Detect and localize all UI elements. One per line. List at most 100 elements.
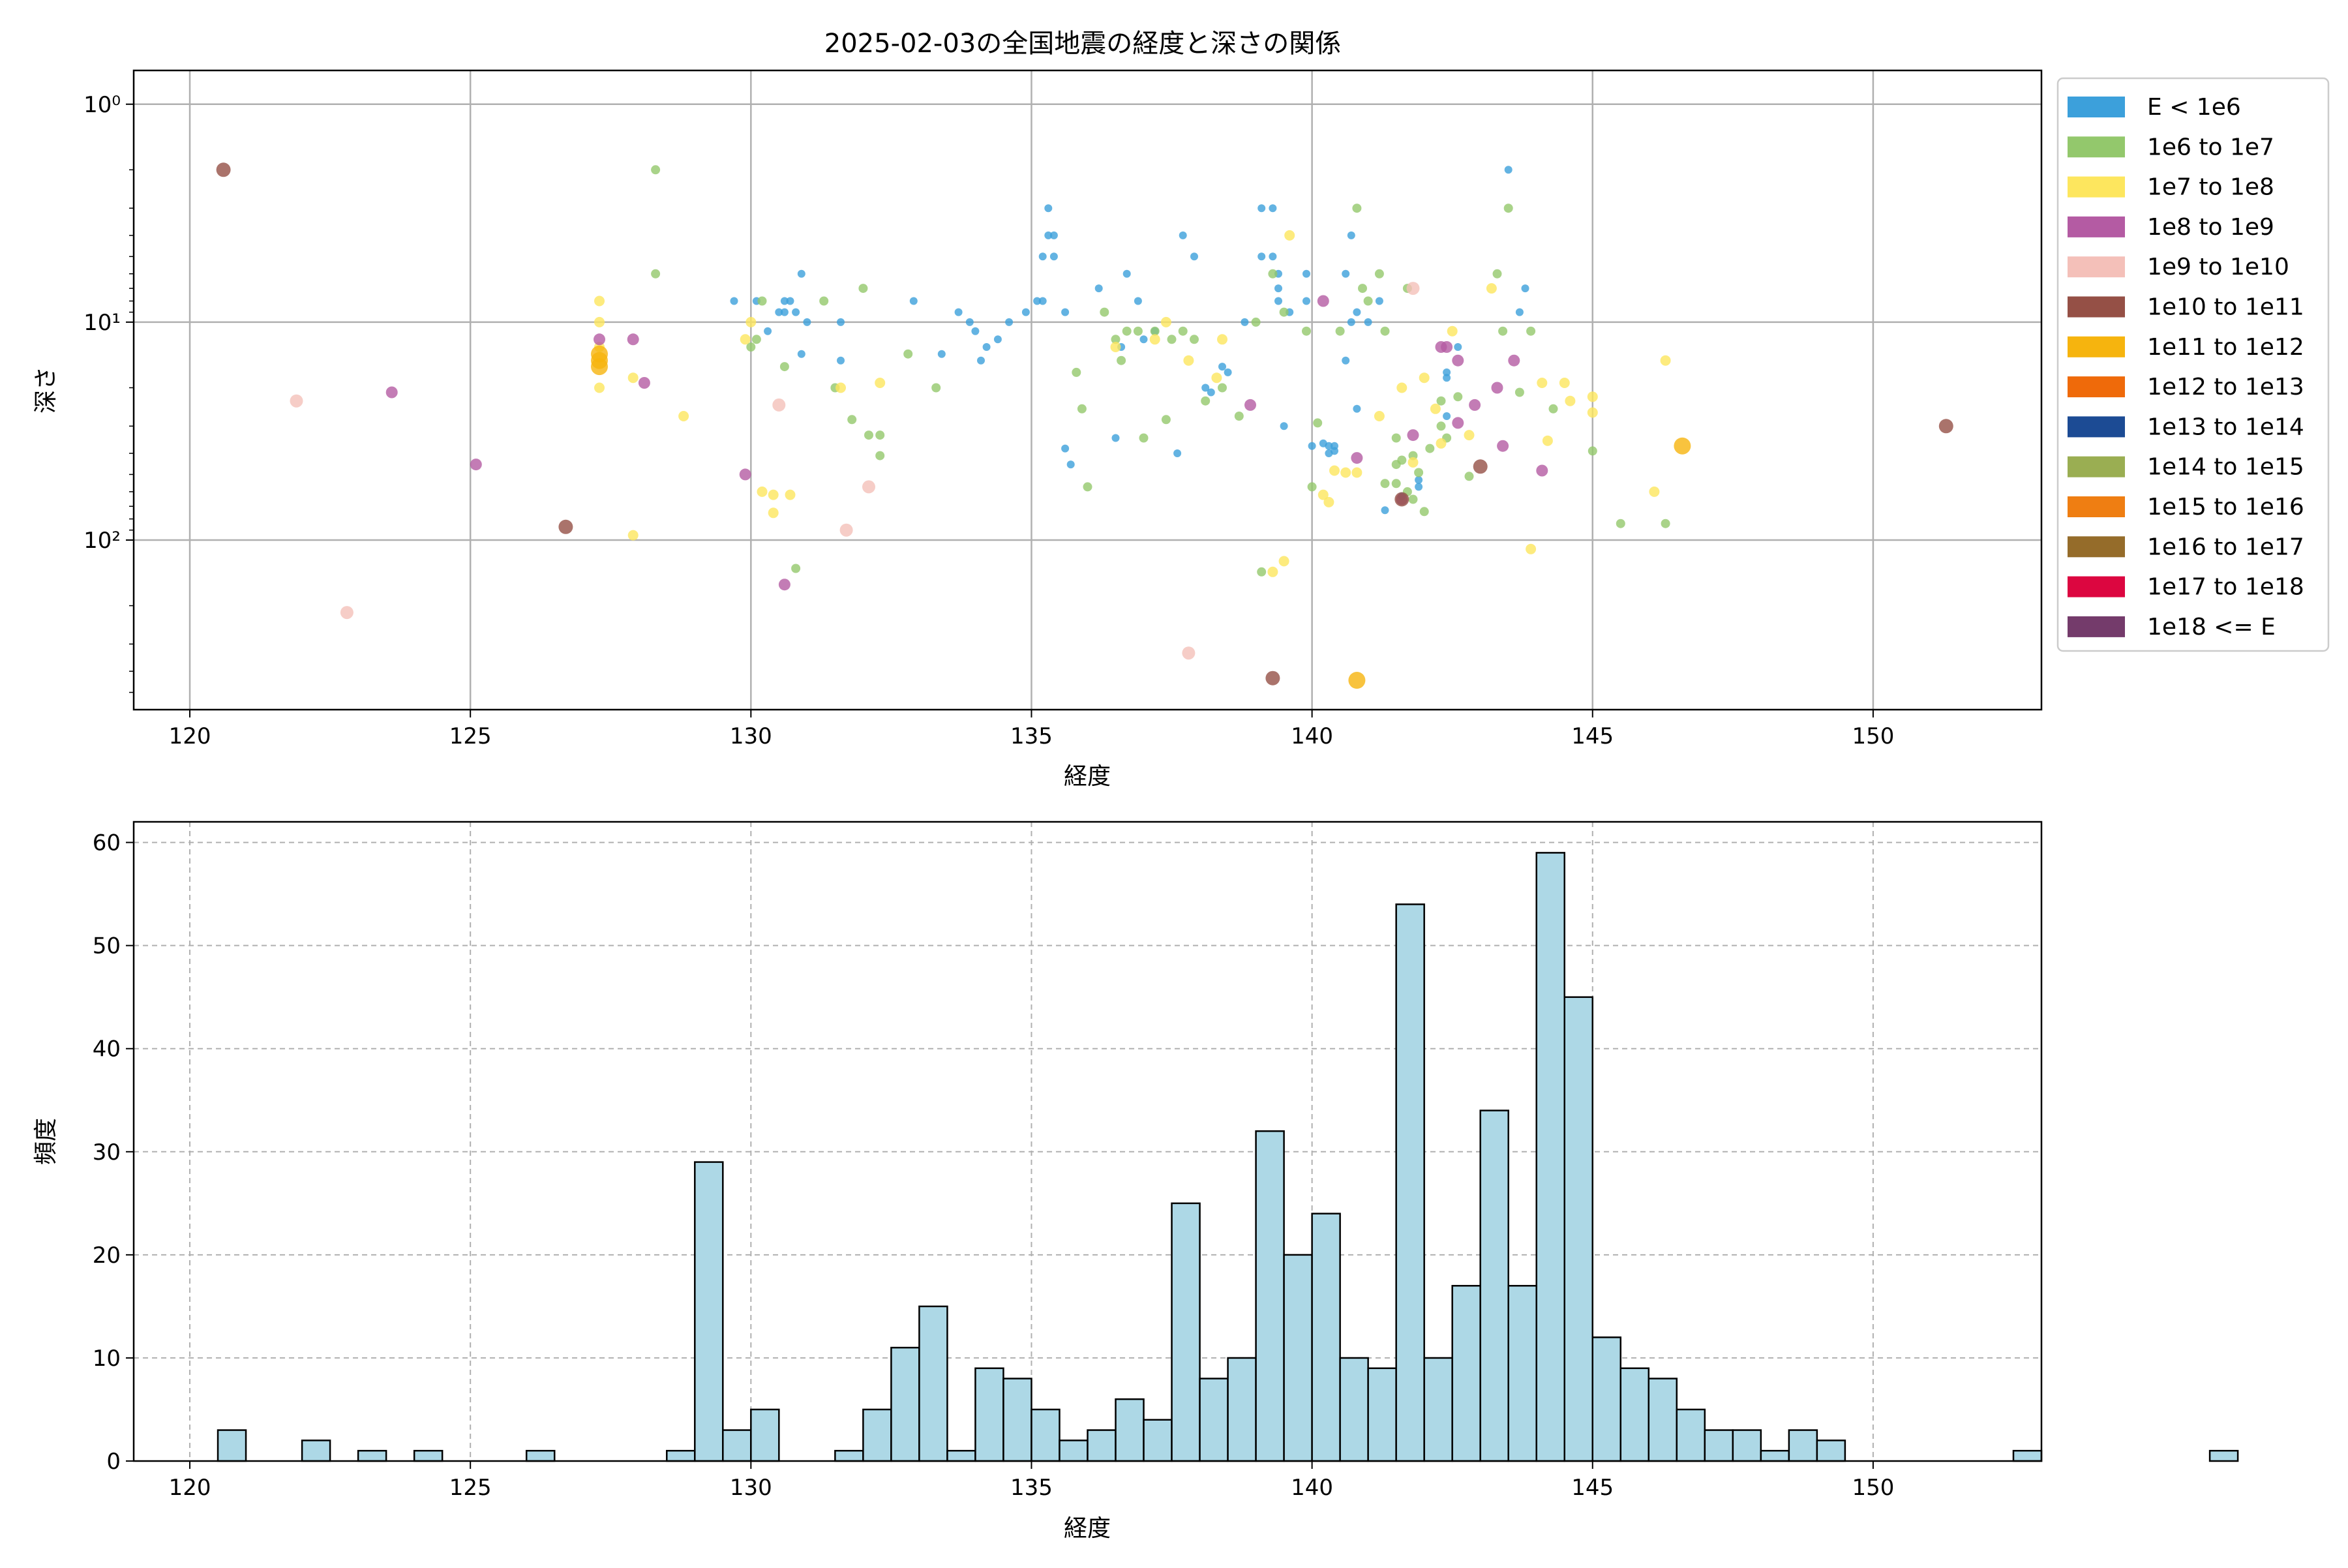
scatter-point: [1548, 404, 1558, 414]
scatter-point: [1348, 672, 1366, 689]
scatter-point: [1100, 307, 1109, 317]
scatter-point: [1190, 252, 1198, 261]
scatter-point: [1565, 395, 1576, 406]
scatter-point: [1178, 326, 1188, 336]
scatter-point: [1938, 419, 1953, 434]
scatter-point: [1005, 318, 1014, 326]
scatter-point: [1441, 341, 1453, 353]
scatter-point: [1430, 403, 1441, 414]
scatter-point: [627, 333, 639, 346]
histogram-panel: 120 125 130 135 140 145 150 0 10 20 30 40 50 60 経度 頻度: [33, 821, 2239, 1542]
scatter-point: [1278, 556, 1289, 567]
histogram-bar: [1591, 1336, 1622, 1462]
scatter-x-tick-label: 135: [1010, 723, 1053, 749]
scatter-point: [909, 297, 918, 305]
scatter-point: [1110, 342, 1121, 352]
scatter-point: [1660, 355, 1671, 366]
scatter-point: [1380, 479, 1390, 489]
scatter-point: [1111, 335, 1121, 344]
scatter-point: [1325, 449, 1333, 457]
scatter-point: [785, 489, 796, 500]
scatter-panel: 120 125 130 135 140 145 150 10⁰ 10¹ 10² 経度 深さ: [33, 69, 2043, 790]
scatter-point: [1419, 372, 1430, 384]
scatter-point: [1425, 444, 1435, 453]
histogram-bar: [1563, 996, 1594, 1462]
scatter-point: [1443, 368, 1451, 376]
scatter-point: [1077, 404, 1087, 414]
scatter-point: [1515, 308, 1524, 316]
scatter-point: [1150, 326, 1160, 336]
scatter-point: [931, 383, 941, 393]
scatter-point: [1391, 479, 1401, 489]
scatter-point: [1094, 284, 1103, 293]
scatter-point: [954, 308, 963, 316]
scatter-point: [778, 579, 790, 591]
scatter-point: [858, 284, 868, 294]
scatter-point: [1419, 507, 1429, 517]
histogram-bar: [1479, 1109, 1509, 1462]
scatter-point: [216, 162, 231, 177]
scatter-point: [1649, 486, 1660, 497]
histogram-y-tick-label: 20: [93, 1243, 121, 1269]
histogram-bar: [694, 1161, 724, 1462]
scatter-point: [1033, 297, 1042, 305]
legend-label: 1e15 to 1e16: [2147, 494, 2304, 520]
legend-swatch: [2068, 536, 2125, 558]
scatter-point: [1408, 494, 1418, 504]
scatter-point: [1021, 308, 1030, 316]
scatter-point: [1201, 384, 1210, 392]
scatter-point: [772, 398, 786, 412]
histogram-x-axis-label: 経度: [1064, 1515, 1111, 1542]
scatter-point: [1508, 354, 1520, 367]
histogram-bar: [1676, 1408, 1706, 1462]
histogram-y-tick-label: 50: [93, 933, 121, 959]
legend-label: 1e12 to 1e13: [2147, 374, 2304, 400]
histogram-y-tick-label: 0: [106, 1449, 121, 1475]
histogram-bar: [217, 1429, 247, 1462]
scatter-point: [1464, 430, 1475, 441]
scatter-point: [1049, 252, 1058, 261]
scatter-point: [1139, 335, 1148, 344]
histogram-bar: [2012, 1449, 2043, 1462]
histogram-bar: [525, 1449, 556, 1462]
scatter-x-tick-label: 140: [1291, 723, 1333, 749]
scatter-point: [1241, 318, 1249, 326]
histogram-bar: [1423, 1357, 1453, 1462]
scatter-point: [797, 269, 805, 278]
scatter-point: [1352, 204, 1362, 213]
legend-swatch: [2068, 616, 2125, 637]
scatter-series: [290, 282, 1420, 660]
scatter-ticks: 120 125 130 135 140 145 150 10⁰ 10¹ 10²: [83, 92, 1894, 749]
histogram-bar: [918, 1305, 948, 1462]
scatter-point: [1397, 455, 1407, 465]
scatter-point: [751, 335, 761, 344]
scatter-point: [1452, 417, 1464, 429]
scatter-point: [594, 333, 605, 346]
histogram-bar: [722, 1429, 752, 1462]
histogram-gridlines: [134, 822, 2041, 1462]
scatter-point: [1351, 452, 1363, 464]
scatter-point: [1661, 519, 1670, 528]
scatter-point: [1302, 326, 1311, 336]
scatter-point: [1279, 307, 1289, 317]
scatter-point: [1407, 429, 1419, 442]
scatter-point: [1313, 418, 1323, 428]
scatter-point: [993, 335, 1002, 344]
histogram-y-tick-label: 10: [93, 1346, 121, 1372]
scatter-point: [1503, 204, 1513, 213]
scatter-point: [385, 386, 398, 399]
scatter-point: [977, 356, 985, 365]
scatter-point: [1436, 421, 1446, 431]
scatter-point: [1381, 506, 1389, 515]
histogram-bar: [1816, 1440, 1846, 1462]
scatter-point: [470, 459, 482, 471]
histogram-bar: [1199, 1378, 1229, 1462]
legend-swatch: [2068, 336, 2125, 357]
histogram-x-tick-label: 140: [1291, 1475, 1333, 1501]
legend-label: 1e17 to 1e18: [2147, 574, 2304, 601]
scatter-x-tick-label: 130: [730, 723, 772, 749]
scatter-point: [1268, 269, 1278, 279]
scatter-point: [1396, 382, 1407, 393]
histogram-bar: [1648, 1378, 1678, 1462]
